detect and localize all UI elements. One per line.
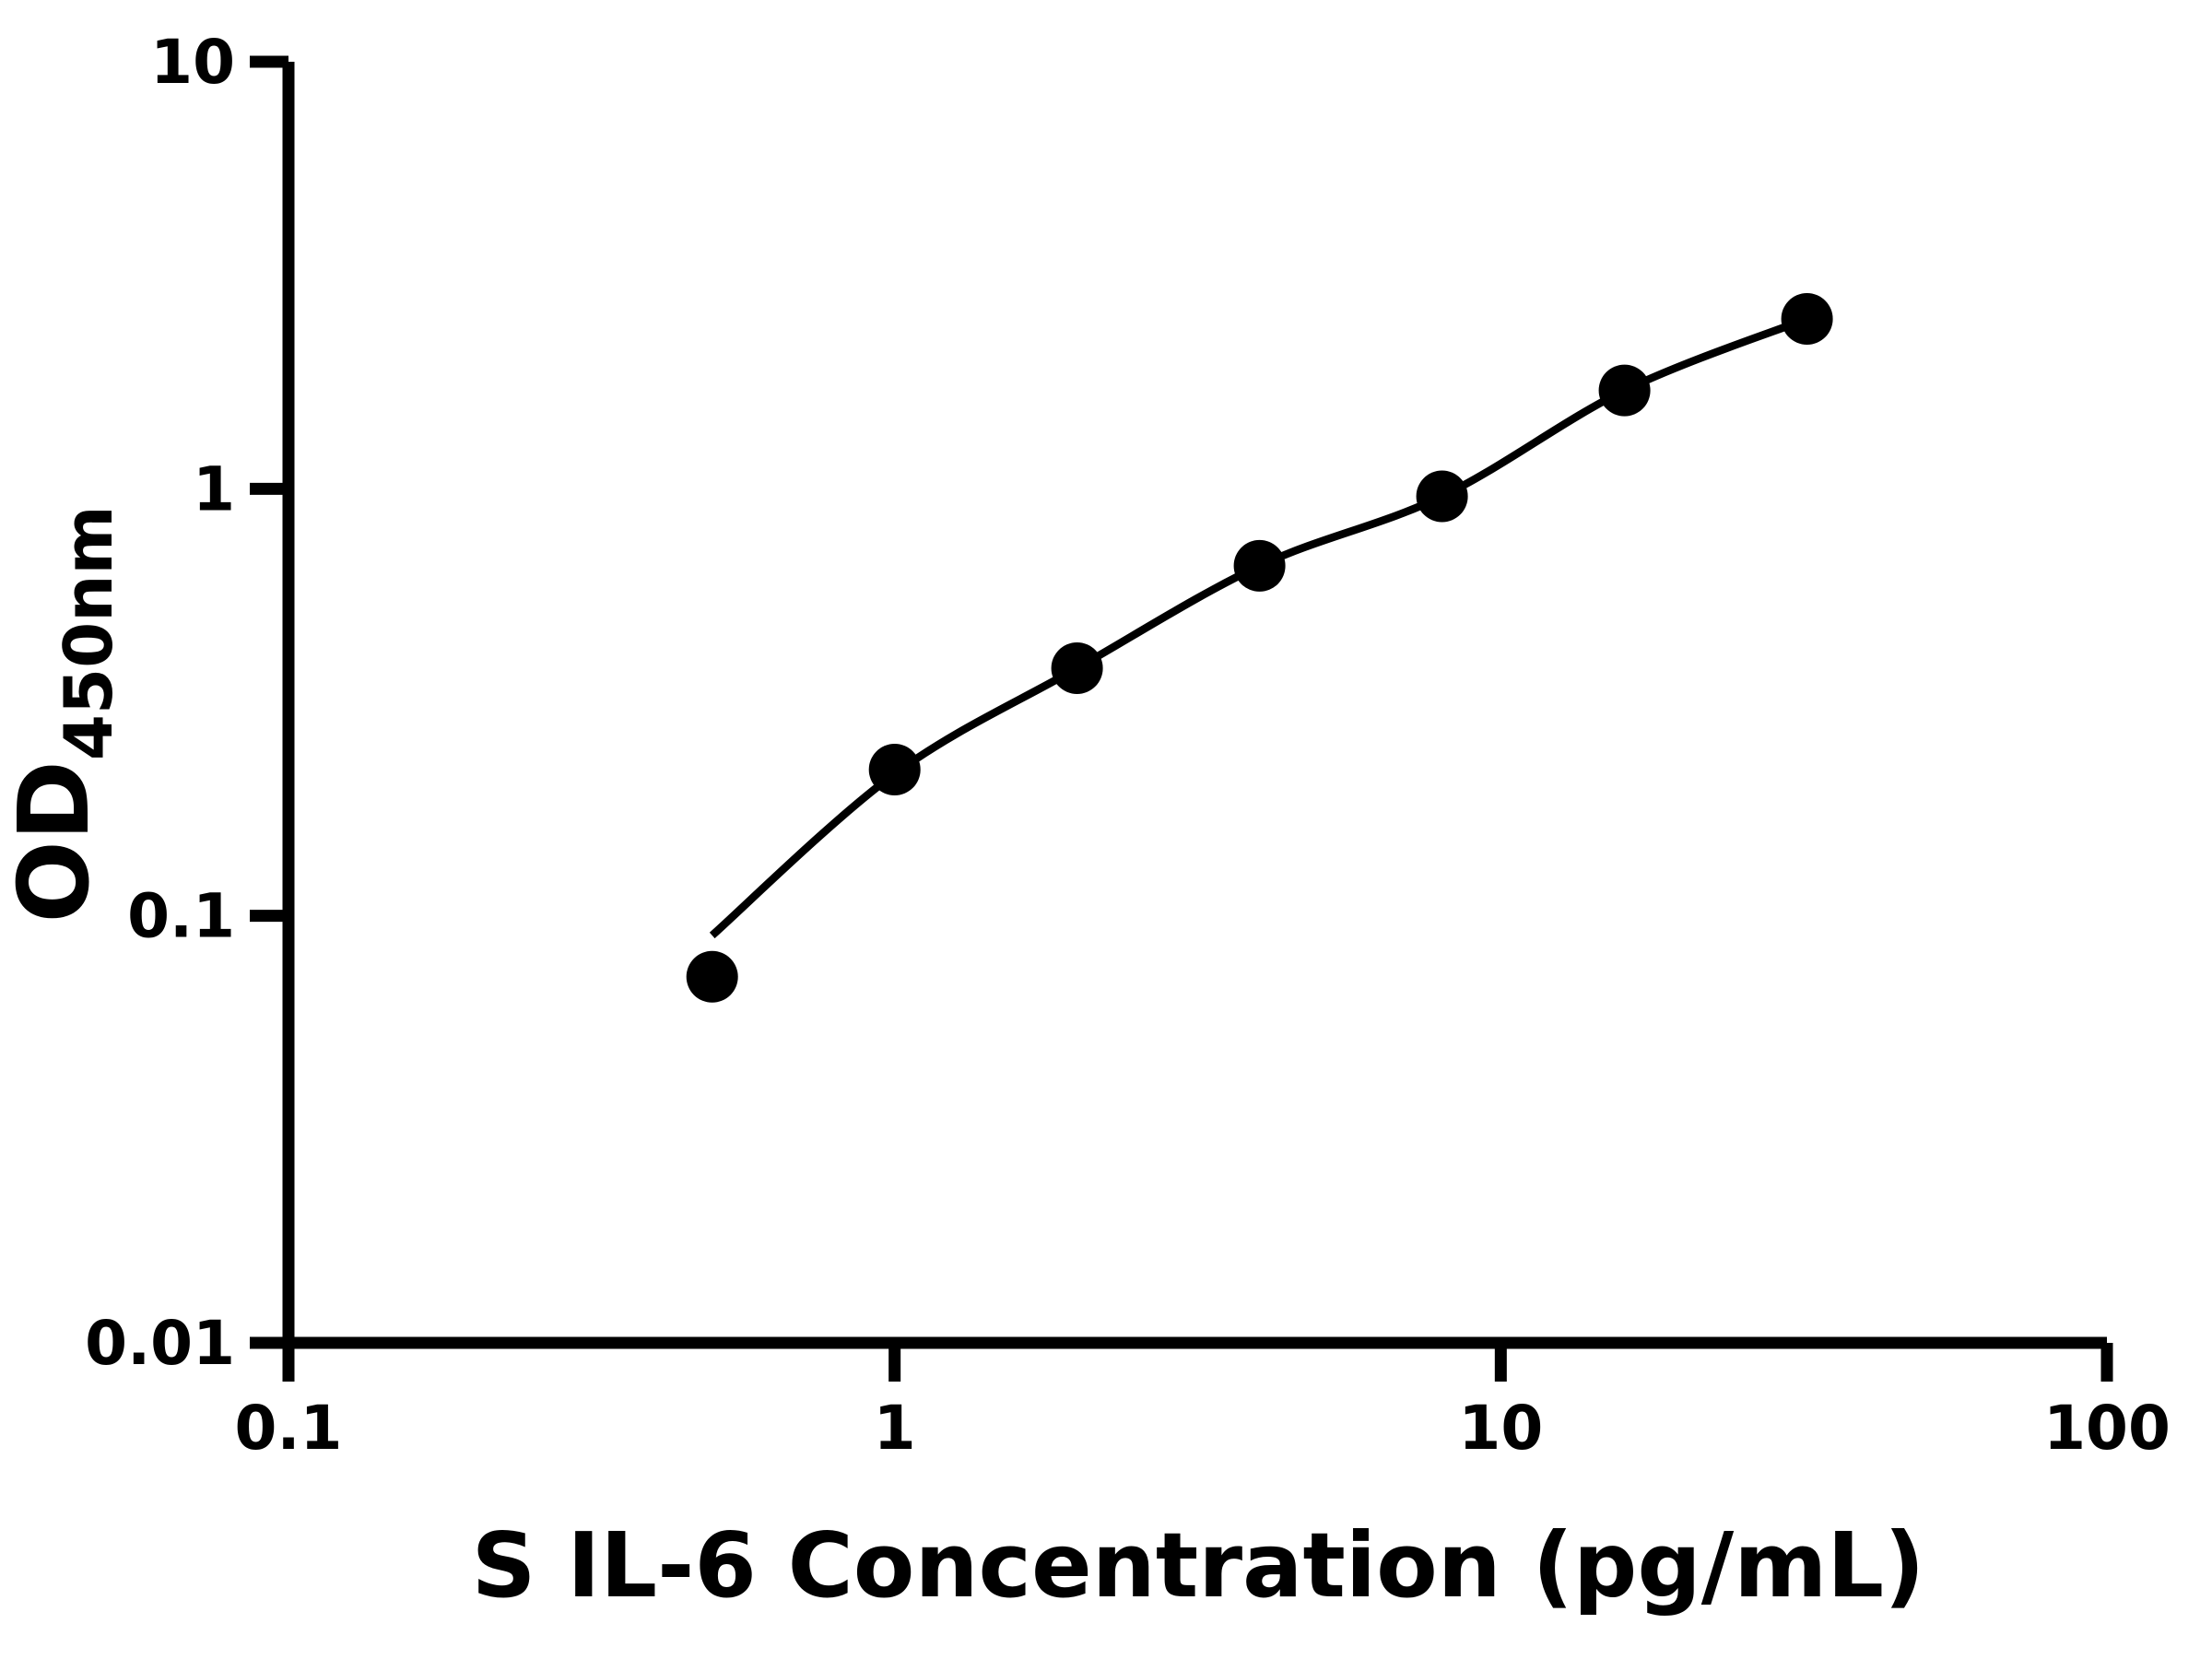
y-tick-label: 0.01 [85,1308,235,1379]
axis-spine [282,62,2107,1349]
fit-curve-line [709,315,1809,939]
y-tick-label: 1 [193,453,235,524]
y-tick-label: 0.1 [127,881,235,952]
axes-layer [250,55,2113,1382]
data-point [868,744,921,795]
data-point [1233,539,1286,592]
data-point [1416,470,1468,523]
x-tick-label: 10 [1458,1393,1543,1464]
y-tick-label: 10 [150,27,235,98]
x-tick-label: 100 [2043,1393,2171,1464]
data-point [1781,293,1833,345]
y-axis-title: OD450nm [0,506,127,924]
x-tick-label: 1 [874,1393,916,1464]
x-tick-label: 0.1 [235,1393,343,1464]
y-axis-title-subscript: 450nm [50,506,127,761]
x-axis-title: S IL-6 Concentration (pg/mL) [472,1513,1925,1618]
y-axis-title-main: OD [0,760,111,923]
data-point [1598,364,1651,417]
data-point [1051,642,1103,694]
data-point [686,950,738,1003]
data-layer [686,293,1833,1003]
